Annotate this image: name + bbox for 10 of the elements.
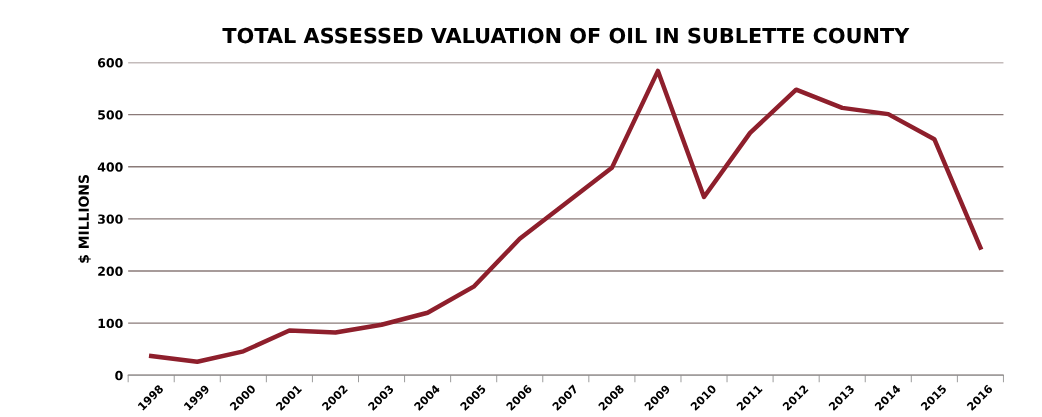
y-tick-label: 500	[98, 110, 123, 120]
chart-title: TOTAL ASSESSED VALUATION OF OIL IN SUBLETTE COUNTY	[222, 27, 910, 44]
line-series	[148, 68, 983, 364]
y-tick-label: 100	[98, 318, 123, 329]
y-tick-label: 0	[115, 370, 123, 381]
y-tick-label: 300	[98, 214, 123, 224]
y-axis-title: $ MILLIONS	[78, 175, 91, 263]
y-tick-label: 400	[97, 162, 123, 172]
y-tick-label: 200	[98, 266, 123, 276]
y-tick-label: 600	[97, 58, 123, 68]
